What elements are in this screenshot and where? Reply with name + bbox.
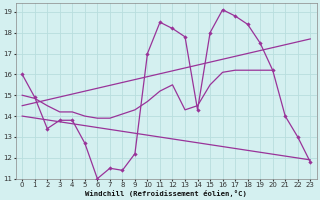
- X-axis label: Windchill (Refroidissement éolien,°C): Windchill (Refroidissement éolien,°C): [85, 190, 247, 197]
